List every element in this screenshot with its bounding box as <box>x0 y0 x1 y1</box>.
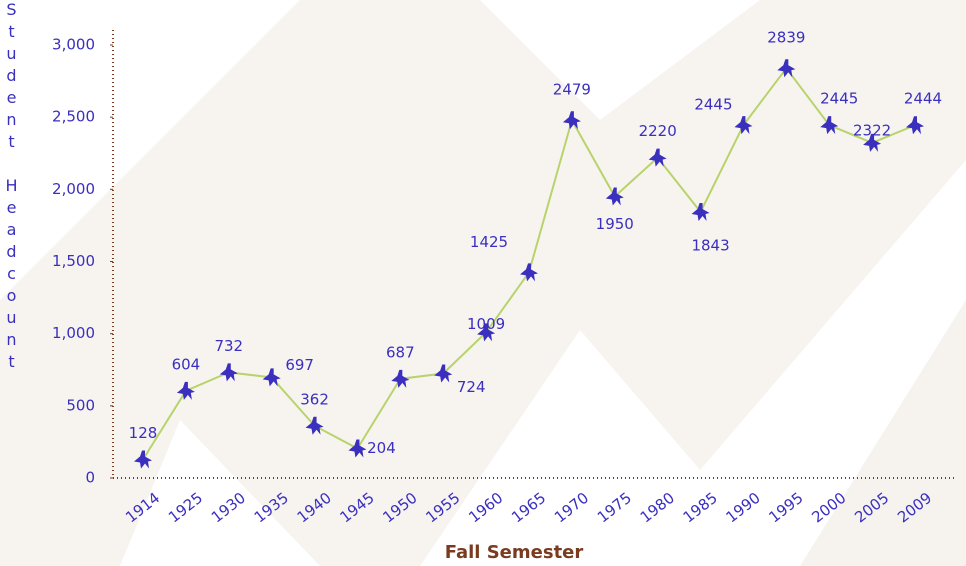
x-tick-label: 1990 <box>723 489 764 527</box>
x-tick-label: 1970 <box>551 489 592 527</box>
page: {"chart_data": {"type": "line", "y_label… <box>0 0 966 566</box>
x-tick-label: 1965 <box>508 489 549 527</box>
value-label: 1950 <box>596 215 634 233</box>
value-label: 204 <box>367 439 396 457</box>
x-axis-title: Fall Semester <box>445 542 584 563</box>
y-tick-label: 2,500 <box>52 108 95 126</box>
x-tick-label: 1975 <box>594 489 635 527</box>
y-tick-label: 2,000 <box>52 180 95 198</box>
value-label: 604 <box>172 355 201 373</box>
value-label: 687 <box>386 343 415 361</box>
value-label: 1425 <box>470 233 508 251</box>
value-label: 362 <box>300 390 329 408</box>
value-label: 2445 <box>694 96 732 114</box>
value-label: 2444 <box>904 90 942 108</box>
chart: Fall Semester 0 500 1,000 1,500 2,000 2,500 3,… <box>0 0 966 566</box>
background <box>0 0 966 566</box>
y-tick-label: 500 <box>66 396 95 414</box>
value-label: 2839 <box>767 29 805 47</box>
y-tick-label: 1,000 <box>52 324 95 342</box>
value-label: 724 <box>457 378 486 396</box>
y-tick-label: 3,000 <box>52 36 95 54</box>
value-label: 2479 <box>553 81 591 99</box>
value-label: 697 <box>285 356 314 374</box>
value-label: 1843 <box>691 236 729 254</box>
x-tick-label: 1995 <box>765 489 806 527</box>
y-tick-label: 1,500 <box>52 252 95 270</box>
value-label: 1009 <box>467 315 505 333</box>
value-label: 2445 <box>820 90 858 108</box>
y-tick-label: 0 <box>85 469 95 487</box>
x-tick-label: 1960 <box>465 489 506 527</box>
x-tick-label: 1985 <box>680 489 721 527</box>
value-label: 732 <box>214 337 243 355</box>
value-label: 2220 <box>639 122 677 140</box>
x-tick-label: 1980 <box>637 489 678 527</box>
value-label: 2322 <box>853 121 891 139</box>
y-axis-title: Student Headcount <box>2 0 21 374</box>
value-label: 128 <box>129 424 158 442</box>
